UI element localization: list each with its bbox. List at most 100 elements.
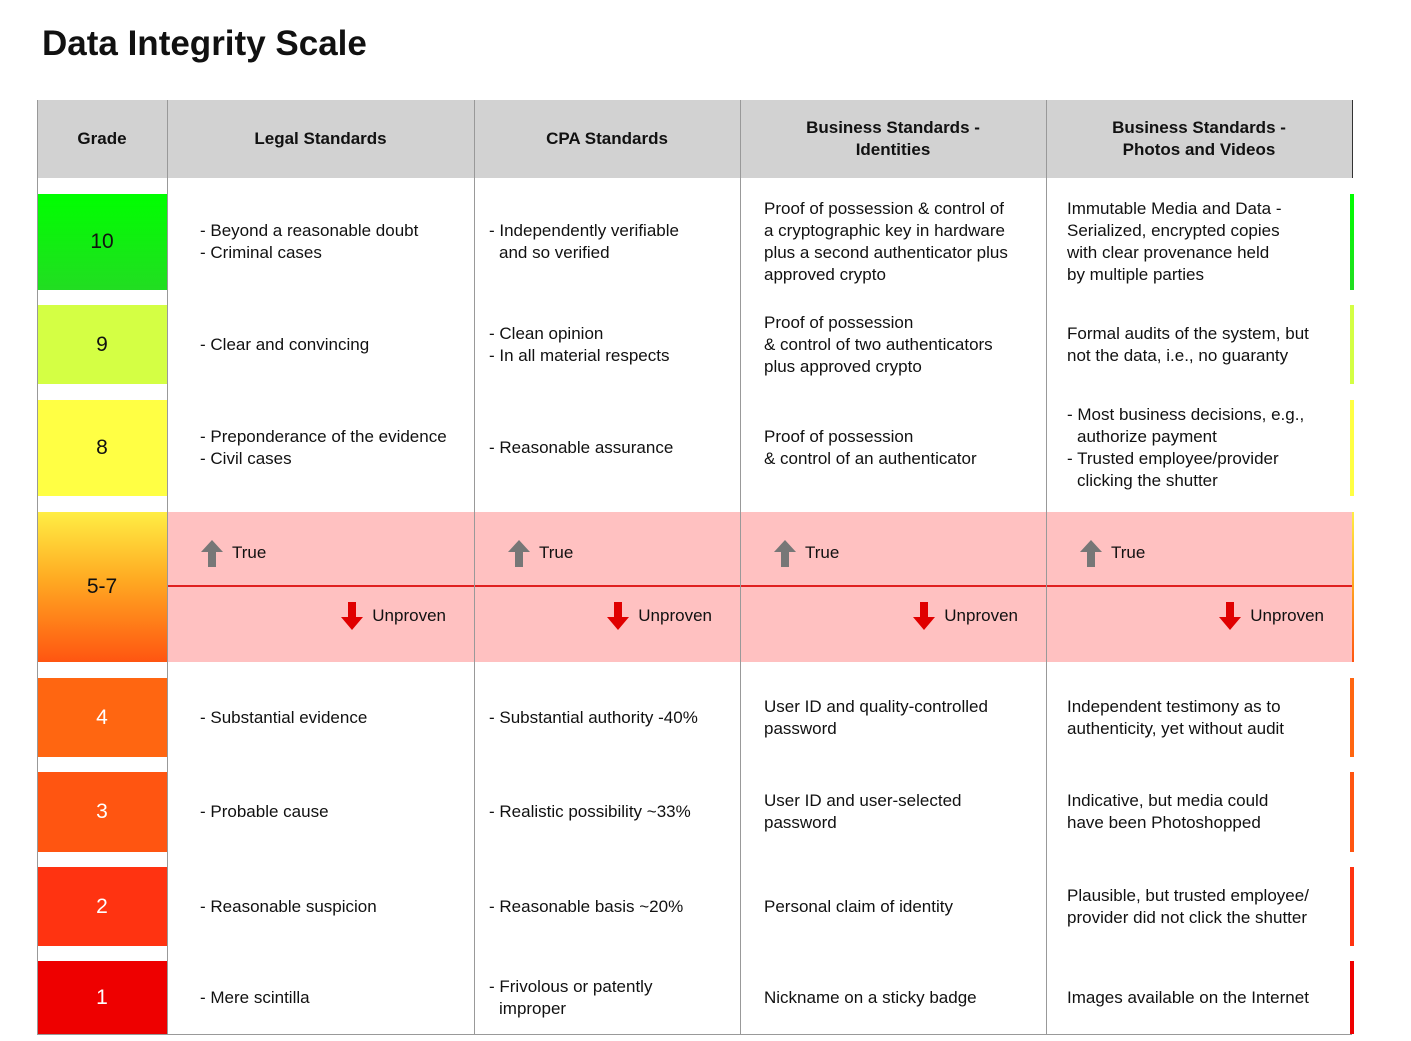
cell-line: - Probable cause — [200, 802, 329, 821]
cell-line: password — [764, 718, 837, 738]
grade-cell: 5-7 — [37, 512, 167, 662]
cell-line: Plausible, but trusted employee/ — [1067, 885, 1309, 905]
divider-line — [1046, 585, 1352, 587]
table-cell: Personal claim of identity — [764, 867, 1046, 946]
unproven-text: Unproven — [1250, 606, 1324, 625]
table-cell: Formal audits of the system, but not the … — [1067, 305, 1352, 384]
cell-line: - Criminal cases — [200, 243, 322, 262]
table-cell: - Substantial evidence — [200, 678, 474, 757]
cell-line: a cryptographic key in hardware — [764, 221, 1005, 240]
column-line — [167, 100, 168, 1035]
grade-edge — [1350, 867, 1354, 946]
title: Data Integrity Scale — [42, 24, 367, 63]
cell-line: - Clear and convincing — [200, 334, 370, 354]
cell-line: - Reasonable assurance — [489, 438, 674, 457]
cell-line: clicking the shutter — [1077, 471, 1218, 490]
table-cell: - Most business decisions, e.g., authoriz… — [1067, 400, 1352, 496]
table-cell: - Reasonable suspicion — [200, 867, 474, 946]
column-line — [474, 100, 475, 1035]
cell-line: & control of two authenticators — [764, 334, 993, 354]
table-cell: - Clear and convincing — [200, 305, 474, 384]
table-cell: - Substantial authority -40% — [489, 678, 740, 757]
table-cell: Images available on the Internet — [1067, 961, 1352, 1034]
table-cell: - Reasonable assurance — [489, 400, 740, 496]
table-cell: Proof of possession & control of a crypto… — [764, 194, 1046, 290]
table-cell: - Probable cause — [200, 772, 474, 852]
band — [1046, 512, 1352, 662]
cell-line: not the data, i.e., no guaranty — [1067, 345, 1289, 365]
header-text: CPA Standards — [546, 129, 668, 148]
up-arrow — [508, 540, 530, 567]
grade-cell: 1 — [37, 961, 167, 1034]
up-arrow — [774, 540, 796, 567]
cell-line: by multiple parties — [1067, 265, 1205, 284]
cell-line: - In all material respects — [489, 345, 670, 365]
header-cell: CPA Standards — [474, 100, 740, 178]
table-cell: Nickname on a sticky badge — [764, 961, 1046, 1034]
cell-line: User ID and quality-controlled — [764, 696, 988, 716]
cell-line: Personal claim of identity — [764, 896, 953, 916]
cell-line: - Realistic possibility ~33% — [489, 802, 691, 821]
cell-line: - Mere scintilla — [200, 987, 310, 1007]
table-cell: User ID and user-selected password — [764, 772, 1046, 852]
column-line — [37, 100, 38, 1035]
column-line — [740, 100, 741, 1035]
true-label: True — [200, 538, 266, 568]
cell-line: - Beyond a reasonable doubt — [200, 221, 419, 240]
unproven-label: Unproven — [1046, 601, 1324, 631]
true-label: True — [507, 538, 573, 568]
table-cell: Immutable Media and Data - Serialized, en… — [1067, 194, 1352, 290]
grade-cell: 4 — [37, 678, 167, 757]
table-cell: - Mere scintilla — [200, 961, 474, 1034]
true-label: True — [1079, 538, 1145, 568]
cell-line: Nickname on a sticky badge — [764, 987, 977, 1007]
cell-line: password — [764, 813, 837, 832]
cell-line: Independent testimony as to — [1067, 696, 1281, 716]
unproven-label: Unproven — [167, 601, 446, 631]
cell-line: with clear provenance held — [1067, 243, 1270, 262]
cell-line: - Frivolous or patently — [489, 976, 653, 996]
cell-line: Serialized, encrypted copies — [1067, 221, 1280, 240]
cell-line: Proof of possession — [764, 312, 914, 332]
header-text: Business Standards - — [806, 118, 980, 137]
header-text: Business Standards - — [1112, 118, 1286, 137]
table-cell: - Realistic possibility ~33% — [489, 772, 740, 852]
grade-edge — [1350, 678, 1354, 757]
bottom-border — [37, 1034, 1352, 1035]
header-text: Photos and Videos — [1122, 140, 1276, 159]
cell-line: - Substantial evidence — [200, 707, 368, 727]
cell-line: - Reasonable basis ~20% — [489, 896, 684, 916]
table-cell: Plausible, but trusted employee/provider… — [1067, 867, 1352, 946]
cell-line: User ID and user-selected — [764, 791, 962, 810]
table-cell: - Independently verifiable and so verifie… — [489, 194, 740, 290]
table-cell: - Preponderance of the evidence - Civil c… — [200, 400, 474, 496]
column-line — [1046, 100, 1047, 1035]
divider-line — [167, 585, 474, 587]
cell-line: Proof of possession & control of — [764, 199, 1005, 218]
cell-line: - Reasonable suspicion — [200, 896, 377, 916]
unproven-label: Unproven — [740, 601, 1018, 631]
true-text: True — [232, 543, 267, 562]
grade-cell: 10 — [37, 194, 167, 290]
cell-line: and so verified — [499, 243, 610, 262]
table-cell: Independent testimony as to authenticity,… — [1067, 678, 1352, 757]
header-cell: Business Standards - Photos and Videos — [1046, 100, 1352, 178]
header-cell: Business Standards - Identities — [740, 100, 1046, 178]
grade-edge — [1350, 305, 1354, 384]
cell-line: - Clean opinion — [489, 323, 604, 343]
grade-cell: 9 — [37, 305, 167, 384]
unproven-text: Unproven — [638, 606, 712, 625]
up-arrow — [201, 540, 223, 567]
down-arrow — [607, 602, 630, 630]
cell-line: plus a second authenticator plus — [764, 243, 1008, 262]
grade-cell: 3 — [37, 772, 167, 852]
cell-line: plus approved crypto — [764, 356, 922, 376]
cell-line: authorize payment — [1077, 427, 1217, 446]
table-cell: - Clean opinion - In all material respect… — [489, 305, 740, 384]
cell-line: Immutable Media and Data - — [1067, 199, 1282, 218]
cell-line: Images available on the Internet — [1067, 987, 1309, 1007]
true-label: True — [773, 538, 839, 568]
cell-line: Indicative, but media could — [1067, 791, 1269, 810]
cell-line: & control of an authenticator — [764, 449, 977, 468]
